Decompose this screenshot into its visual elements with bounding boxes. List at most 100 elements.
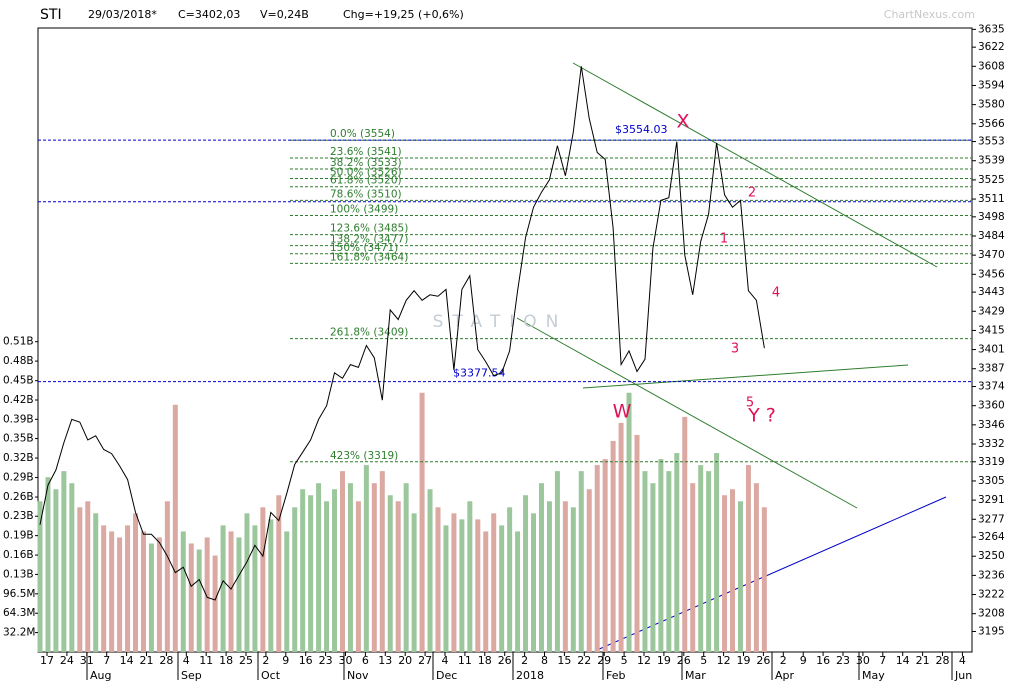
volume-bar (578, 471, 584, 652)
fib-label: 100% (3499) (330, 203, 398, 215)
month-label: May (862, 669, 885, 681)
volume-bar (140, 531, 146, 652)
month-label: Aug (90, 669, 111, 681)
watermark-station: STATION (433, 312, 568, 332)
x-tick-label: 23 (836, 654, 850, 667)
y2-tick-label: 0.16B (3, 549, 34, 561)
y-tick-label: 3498 (978, 211, 1005, 223)
month-label: Apr (775, 669, 795, 681)
fib-label: 50.0% (3526) (330, 167, 402, 179)
volume-bar (308, 495, 314, 652)
volume-bar (507, 507, 513, 652)
volume-bar (188, 543, 194, 652)
x-tick-label: 26 (498, 654, 512, 667)
volume-bar (666, 471, 672, 652)
x-tick-label: 19 (737, 654, 751, 667)
volume-bar (531, 513, 537, 652)
y-tick-label: 3429 (978, 305, 1005, 317)
volume-bar (682, 416, 688, 652)
volume-bar (284, 531, 290, 652)
fib-label: 161.8% (3464) (330, 251, 408, 263)
volume-bar (268, 519, 274, 652)
y2-tick-label: 64.3M (3, 607, 35, 619)
y-tick-label: 3236 (978, 569, 1005, 581)
wave-label: Y ? (747, 405, 776, 427)
month-label: Mar (685, 669, 706, 681)
volume-bar (650, 483, 656, 652)
fib-label: 261.8% (3409) (330, 327, 408, 339)
x-tick-label: 23 (319, 654, 333, 667)
y-tick-label: 3443 (978, 286, 1005, 298)
y-tick-label: 3291 (978, 494, 1005, 506)
volume-bar (204, 537, 210, 652)
volume-bar (363, 465, 369, 652)
volume-bar (212, 555, 218, 652)
trendline (516, 317, 858, 509)
volume-bar (85, 501, 91, 652)
volume-bar (196, 549, 202, 652)
x-tick-label: 2 (780, 654, 787, 667)
month-label: Sep (181, 669, 202, 681)
x-tick-label: 26 (677, 654, 691, 667)
y2-tick-label: 0.45B (3, 375, 34, 387)
fib-label: 0.0% (3554) (330, 128, 395, 140)
fib-label: 61.8% (3520) (330, 175, 402, 187)
volume-bar (37, 501, 43, 652)
y2-tick-label: 0.13B (3, 568, 34, 580)
y-tick-label: 3594 (978, 79, 1005, 91)
x-tick-label: 30 (339, 654, 353, 667)
y-tick-label: 3635 (978, 23, 1005, 35)
price-line (39, 66, 765, 601)
y-tick-label: 3222 (978, 589, 1005, 601)
volume-bar (220, 525, 226, 652)
y-tick-label: 3401 (978, 344, 1005, 356)
x-tick-label: 18 (478, 654, 492, 667)
volume-bar (292, 507, 298, 652)
x-tick-label: 28 (159, 654, 173, 667)
volume-bar (252, 525, 258, 652)
wave-label: 4 (772, 286, 780, 301)
x-tick-label: 9 (282, 654, 289, 667)
volume-bar (626, 392, 632, 652)
volume-bar (403, 483, 409, 652)
volume-bar (244, 513, 250, 652)
x-tick-label: 16 (299, 654, 313, 667)
volume-bar (148, 543, 154, 652)
x-tick-label: 12 (637, 654, 651, 667)
x-tick-label: 21 (916, 654, 930, 667)
volume-bar (730, 489, 736, 652)
volume-bar (658, 459, 664, 652)
volume-bar (300, 489, 306, 652)
x-tick-label: 20 (398, 654, 412, 667)
x-tick-label: 6 (362, 654, 369, 667)
x-tick-label: 19 (657, 654, 671, 667)
volume-bar (467, 501, 473, 652)
y-tick-label: 3264 (978, 531, 1005, 543)
volume-bar (634, 434, 640, 652)
x-tick-label: 29 (597, 654, 611, 667)
volume-bar (483, 531, 489, 652)
fib-label: 38.2% (3533) (330, 157, 402, 169)
x-tick-label: 4 (183, 654, 190, 667)
volume-bar (443, 525, 449, 652)
month-label: Oct (261, 669, 281, 681)
volume-bar (236, 537, 242, 652)
x-tick-label: 5 (700, 654, 707, 667)
volume-bar (276, 495, 282, 652)
plot-frame (37, 27, 973, 653)
trendline (582, 364, 909, 389)
x-tick-label: 11 (458, 654, 472, 667)
volume-bar (61, 471, 67, 652)
header-text: STI (40, 7, 62, 23)
y2-tick-label: 0.26B (3, 491, 34, 503)
trendline (572, 62, 938, 268)
x-tick-label: 9 (800, 654, 807, 667)
x-tick-label: 7 (103, 654, 110, 667)
volume-bar (419, 392, 425, 652)
volume-bar (339, 471, 345, 652)
volume-bar (260, 507, 266, 652)
volume-bar (714, 453, 720, 652)
volume-bar (538, 483, 544, 652)
wave-label: 2 (748, 186, 756, 201)
